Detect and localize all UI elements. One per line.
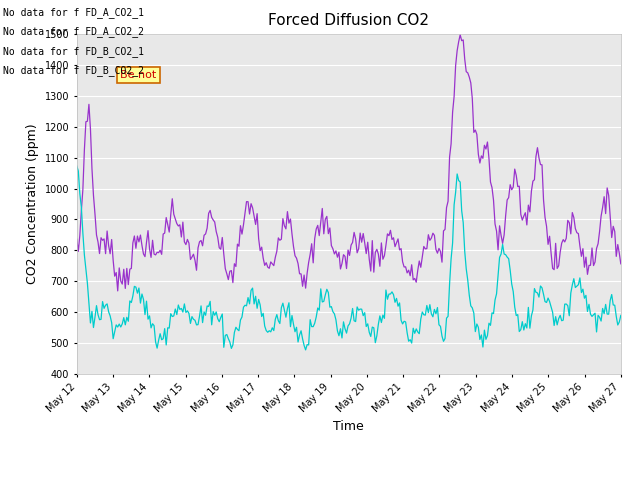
Line: FD_C_CO2_2: FD_C_CO2_2 [77,166,621,350]
FD_C_CO2_2 [302,347,310,353]
Title: Forced Diffusion CO2: Forced Diffusion CO2 [268,13,429,28]
Text: No data for f FD_B_CO2_1: No data for f FD_B_CO2_1 [3,46,144,57]
FD_C_CO2_2 [235,328,243,334]
FD_C_CO2_1 [456,32,464,37]
X-axis label: Time: Time [333,420,364,433]
Y-axis label: CO2 Concentration (ppm): CO2 Concentration (ppm) [26,124,39,284]
Text: No data for f FD_A_CO2_2: No data for f FD_A_CO2_2 [3,26,144,37]
FD_C_CO2_1 [312,226,320,232]
FD_C_CO2_2 [312,314,320,320]
FD_C_CO2_1 [264,264,271,270]
FD_C_CO2_1 [617,261,625,267]
FD_C_CO2_1 [255,236,262,241]
FD_C_CO2_1 [73,236,81,242]
FD_C_CO2_1 [114,288,122,294]
FD_C_CO2_1 [237,223,244,228]
FD_C_CO2_2 [588,313,596,319]
FD_C_CO2_1 [141,254,149,260]
Line: FD_C_CO2_1: FD_C_CO2_1 [77,35,621,291]
FD_C_CO2_2 [140,297,147,302]
FD_C_CO2_2 [73,163,81,169]
FD_C_CO2_2 [262,328,270,334]
FD_C_CO2_2 [253,305,261,311]
Text: No data for f FD_A_CO2_1: No data for f FD_A_CO2_1 [3,7,144,18]
Text: Be not: Be not [120,70,157,80]
FD_C_CO2_1 [589,263,597,268]
FD_C_CO2_2 [617,312,625,318]
Text: No data for f FD_B_CO2_2: No data for f FD_B_CO2_2 [3,65,144,76]
